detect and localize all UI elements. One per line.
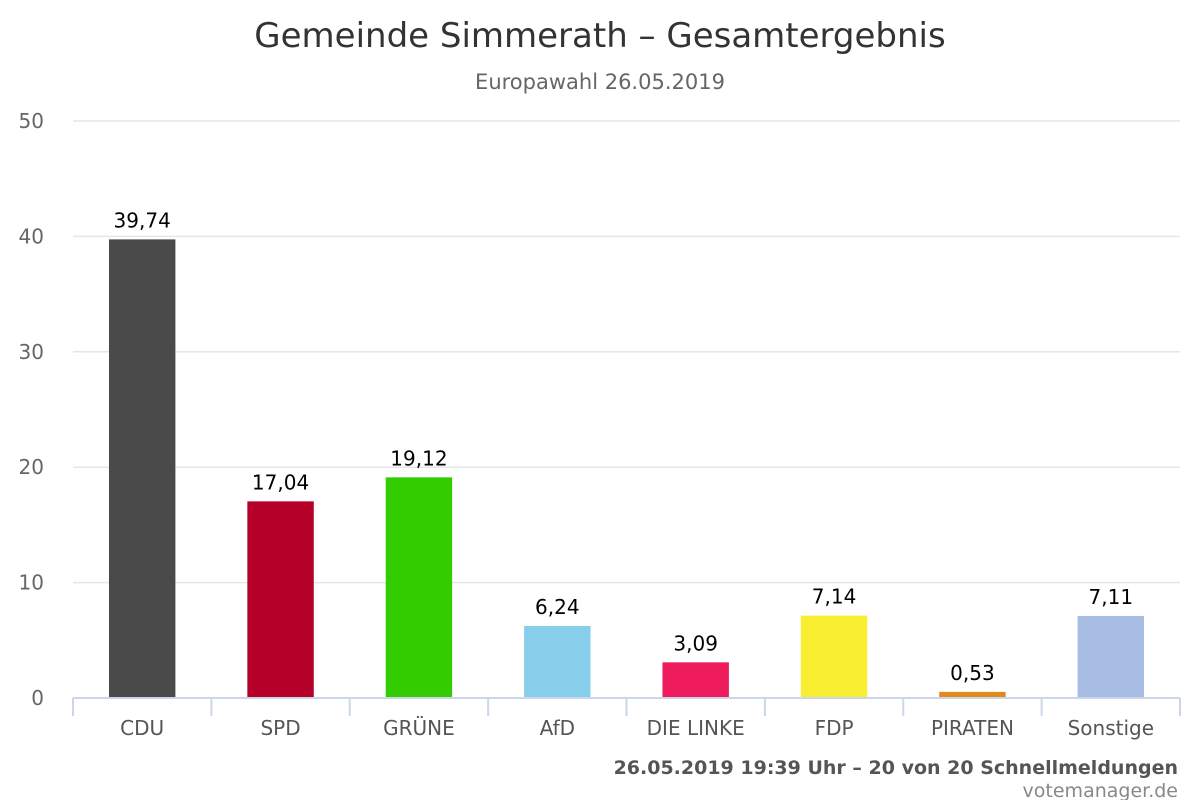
data-label: 7,14	[812, 585, 857, 609]
bar-die-linke[interactable]	[662, 662, 729, 698]
gridlines	[73, 120, 1180, 584]
y-tick-label: 20	[19, 455, 44, 479]
x-tick-label: PIRATEN	[931, 716, 1014, 740]
x-tick-label: SPD	[260, 716, 300, 740]
data-label: 39,74	[114, 208, 171, 232]
data-label: 7,11	[1089, 585, 1134, 609]
bar-sonstige[interactable]	[1077, 615, 1145, 698]
x-tick-label: CDU	[120, 716, 164, 740]
bar-spd[interactable]	[247, 501, 314, 698]
x-tick-label: GRÜNE	[383, 716, 455, 740]
x-tick-label: DIE LINKE	[647, 716, 745, 740]
footer-credit[interactable]: votemanager.de	[1023, 780, 1178, 800]
y-tick-label: 50	[19, 109, 44, 133]
bars: 39,74 17,04 19,12 6,24 3,09 7,14 0,53 7,11	[108, 208, 1145, 699]
data-label: 17,04	[252, 470, 309, 494]
bar-piraten[interactable]	[939, 691, 1006, 698]
footer-status: 26.05.2019 19:39 Uhr – 20 von 20 Schnell…	[614, 757, 1178, 779]
x-axis: CDU SPD GRÜNE AfD DIE LINKE FDP PIRATEN Sonstig…	[72, 697, 1181, 740]
y-tick-label: 40	[19, 224, 44, 248]
x-tick-label: Sonstige	[1068, 716, 1154, 740]
data-label: 19,12	[390, 446, 447, 470]
data-label: 6,24	[535, 595, 580, 619]
y-tick-label: 0	[31, 686, 44, 710]
data-label: 0,53	[950, 661, 995, 685]
bar-cdu[interactable]	[108, 239, 176, 699]
chart-title: Gemeinde Simmerath – Gesamtergebnis	[254, 16, 945, 56]
bar-fdp[interactable]	[800, 615, 868, 698]
x-tick-label: AfD	[540, 716, 575, 740]
data-label: 3,09	[673, 631, 718, 655]
bar-afd[interactable]	[524, 625, 591, 698]
bar-grüne[interactable]	[385, 477, 453, 698]
y-tick-label: 10	[19, 571, 44, 595]
chart-subtitle: Europawahl 26.05.2019	[475, 70, 725, 94]
y-tick-label: 30	[19, 340, 44, 364]
x-tick-label: FDP	[815, 716, 854, 740]
y-axis: 0 10 20 30 40 50	[19, 109, 44, 710]
